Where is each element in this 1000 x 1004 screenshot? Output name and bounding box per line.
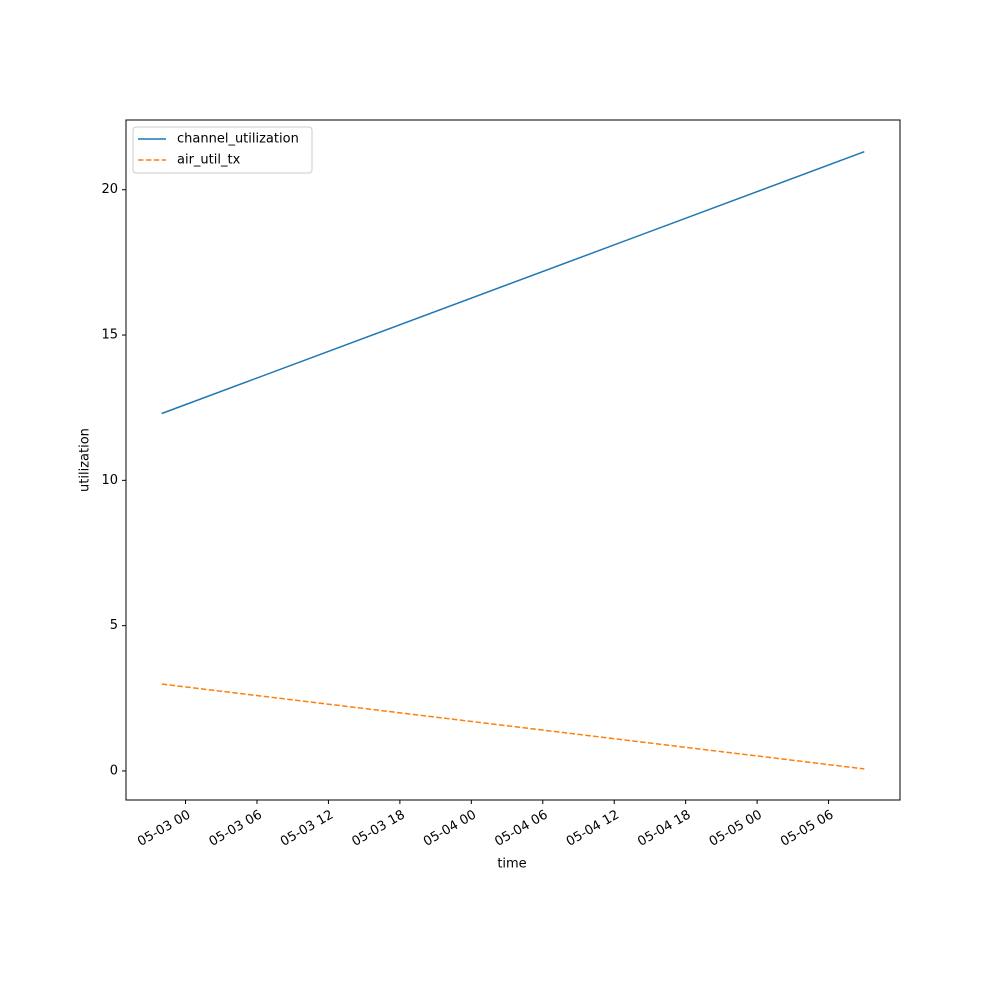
y-tick-label: 15 [101,328,118,343]
y-tick-label: 20 [101,182,118,197]
y-axis-label: utilization [78,428,93,492]
legend-label: air_util_tx [177,153,241,168]
y-tick-label: 5 [110,618,118,633]
y-tick-label: 10 [101,473,118,488]
plot-frame [125,119,901,801]
legend-label: channel_utilization [177,132,299,147]
x-axis-label: time [497,857,526,872]
series-line [161,150,865,415]
series-line [161,683,865,770]
legend-box [132,126,313,174]
y-tick-label: 0 [110,763,118,778]
